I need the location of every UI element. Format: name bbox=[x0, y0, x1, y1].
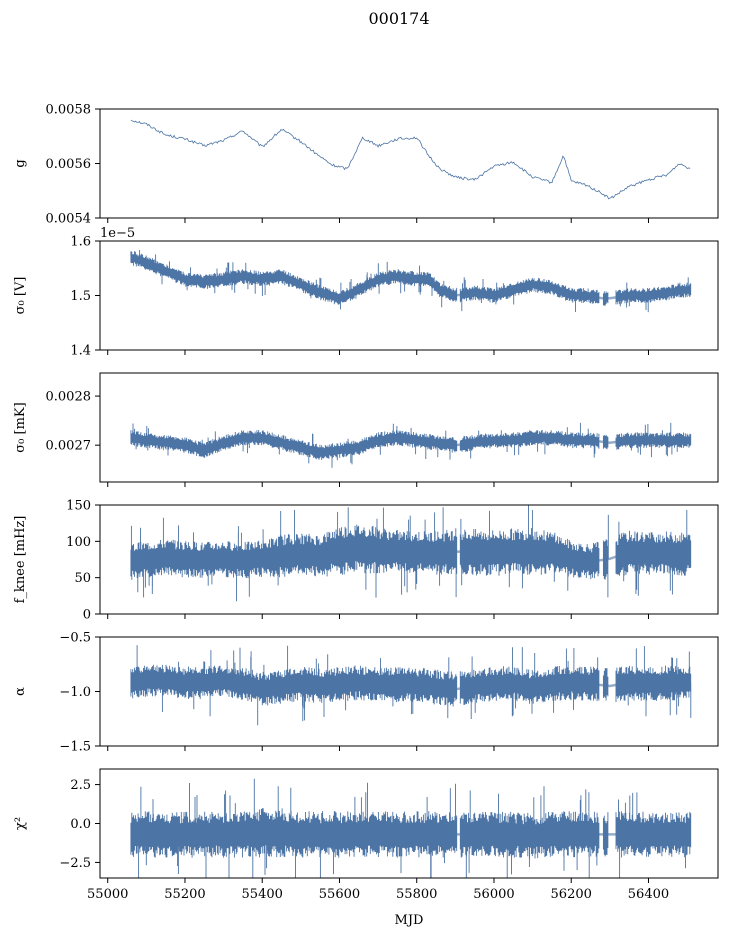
panel-3: 0.0027 0.0028 σ₀ [mK] bbox=[13, 372, 719, 487]
y-axis-label: σ₀ [mK] bbox=[13, 402, 28, 452]
figure-title: 000174 bbox=[368, 9, 429, 28]
axes-frame bbox=[99, 108, 719, 219]
y-tick-label: 0.0058 bbox=[46, 103, 92, 118]
panel-6: −2.5 0.0 2.5 55000 55200 55400 55600 55800 56000… bbox=[13, 768, 719, 902]
x-tick-label: 55600 bbox=[319, 887, 360, 902]
y-tick-label: 100 bbox=[66, 535, 91, 550]
panel-2: 1.4 1.5 1.6 σ₀ [V] 1e−5 bbox=[13, 226, 719, 359]
series-trace bbox=[130, 119, 691, 200]
panel-4: 0 50 100 150 f_knee [mHz] bbox=[13, 499, 719, 623]
x-tick-label: 55000 bbox=[87, 887, 128, 902]
mean-line bbox=[130, 831, 691, 838]
series-trace bbox=[130, 645, 692, 726]
y-tick-label: 1.4 bbox=[70, 344, 91, 359]
axes-frame bbox=[99, 372, 719, 483]
y-tick-label: 50 bbox=[74, 571, 91, 586]
x-tick-label: 55400 bbox=[242, 887, 283, 902]
y-tick-label: 0.0027 bbox=[46, 439, 92, 454]
y-tick-label: −1.5 bbox=[59, 740, 91, 755]
y-tick-label: −1.0 bbox=[59, 685, 91, 700]
x-tick-label: 56400 bbox=[628, 887, 669, 902]
x-tick-label: 56200 bbox=[551, 887, 592, 902]
series-line bbox=[130, 119, 691, 200]
y-axis-label: α bbox=[13, 687, 28, 696]
y-axis-label: f_knee [mHz] bbox=[13, 516, 28, 604]
y-tick-label: −0.5 bbox=[59, 631, 91, 646]
series-trace bbox=[130, 505, 692, 602]
y-tick-label: 0.0028 bbox=[46, 390, 92, 405]
series-trace bbox=[130, 422, 692, 468]
y-tick-label: 0 bbox=[83, 608, 91, 623]
y-tick-label: 1.6 bbox=[70, 235, 91, 250]
panel-5: −1.5 −1.0 −0.5 α bbox=[13, 631, 719, 755]
x-tick-label: 56000 bbox=[473, 887, 514, 902]
y-tick-label: 0.0054 bbox=[46, 212, 92, 227]
offset-text: 1e−5 bbox=[100, 226, 135, 241]
x-tick-label: 55800 bbox=[396, 887, 437, 902]
y-axis-label: χ² bbox=[13, 817, 28, 830]
mean-line bbox=[130, 256, 691, 300]
y-tick-label: 0.0056 bbox=[46, 157, 92, 172]
y-tick-label: 150 bbox=[66, 499, 91, 514]
y-tick-label: −2.5 bbox=[59, 856, 91, 871]
mean-line bbox=[130, 679, 691, 691]
series-trace bbox=[130, 250, 692, 313]
y-tick-label: 2.5 bbox=[70, 778, 91, 793]
y-tick-label: 1.5 bbox=[70, 289, 91, 304]
axes-frame bbox=[99, 504, 719, 615]
panel-1: 0.0054 0.0056 0.0058 g bbox=[13, 103, 719, 227]
x-axis-label: MJD bbox=[395, 913, 424, 928]
noise-band bbox=[130, 778, 692, 878]
y-axis-label: σ₀ [V] bbox=[13, 277, 28, 315]
mean-line bbox=[130, 547, 692, 563]
y-tick-label: 0.0 bbox=[70, 817, 91, 832]
x-tick-label: 55200 bbox=[164, 887, 205, 902]
y-axis-label: g bbox=[13, 159, 28, 167]
series-trace bbox=[130, 778, 692, 878]
mean-line bbox=[130, 436, 691, 454]
